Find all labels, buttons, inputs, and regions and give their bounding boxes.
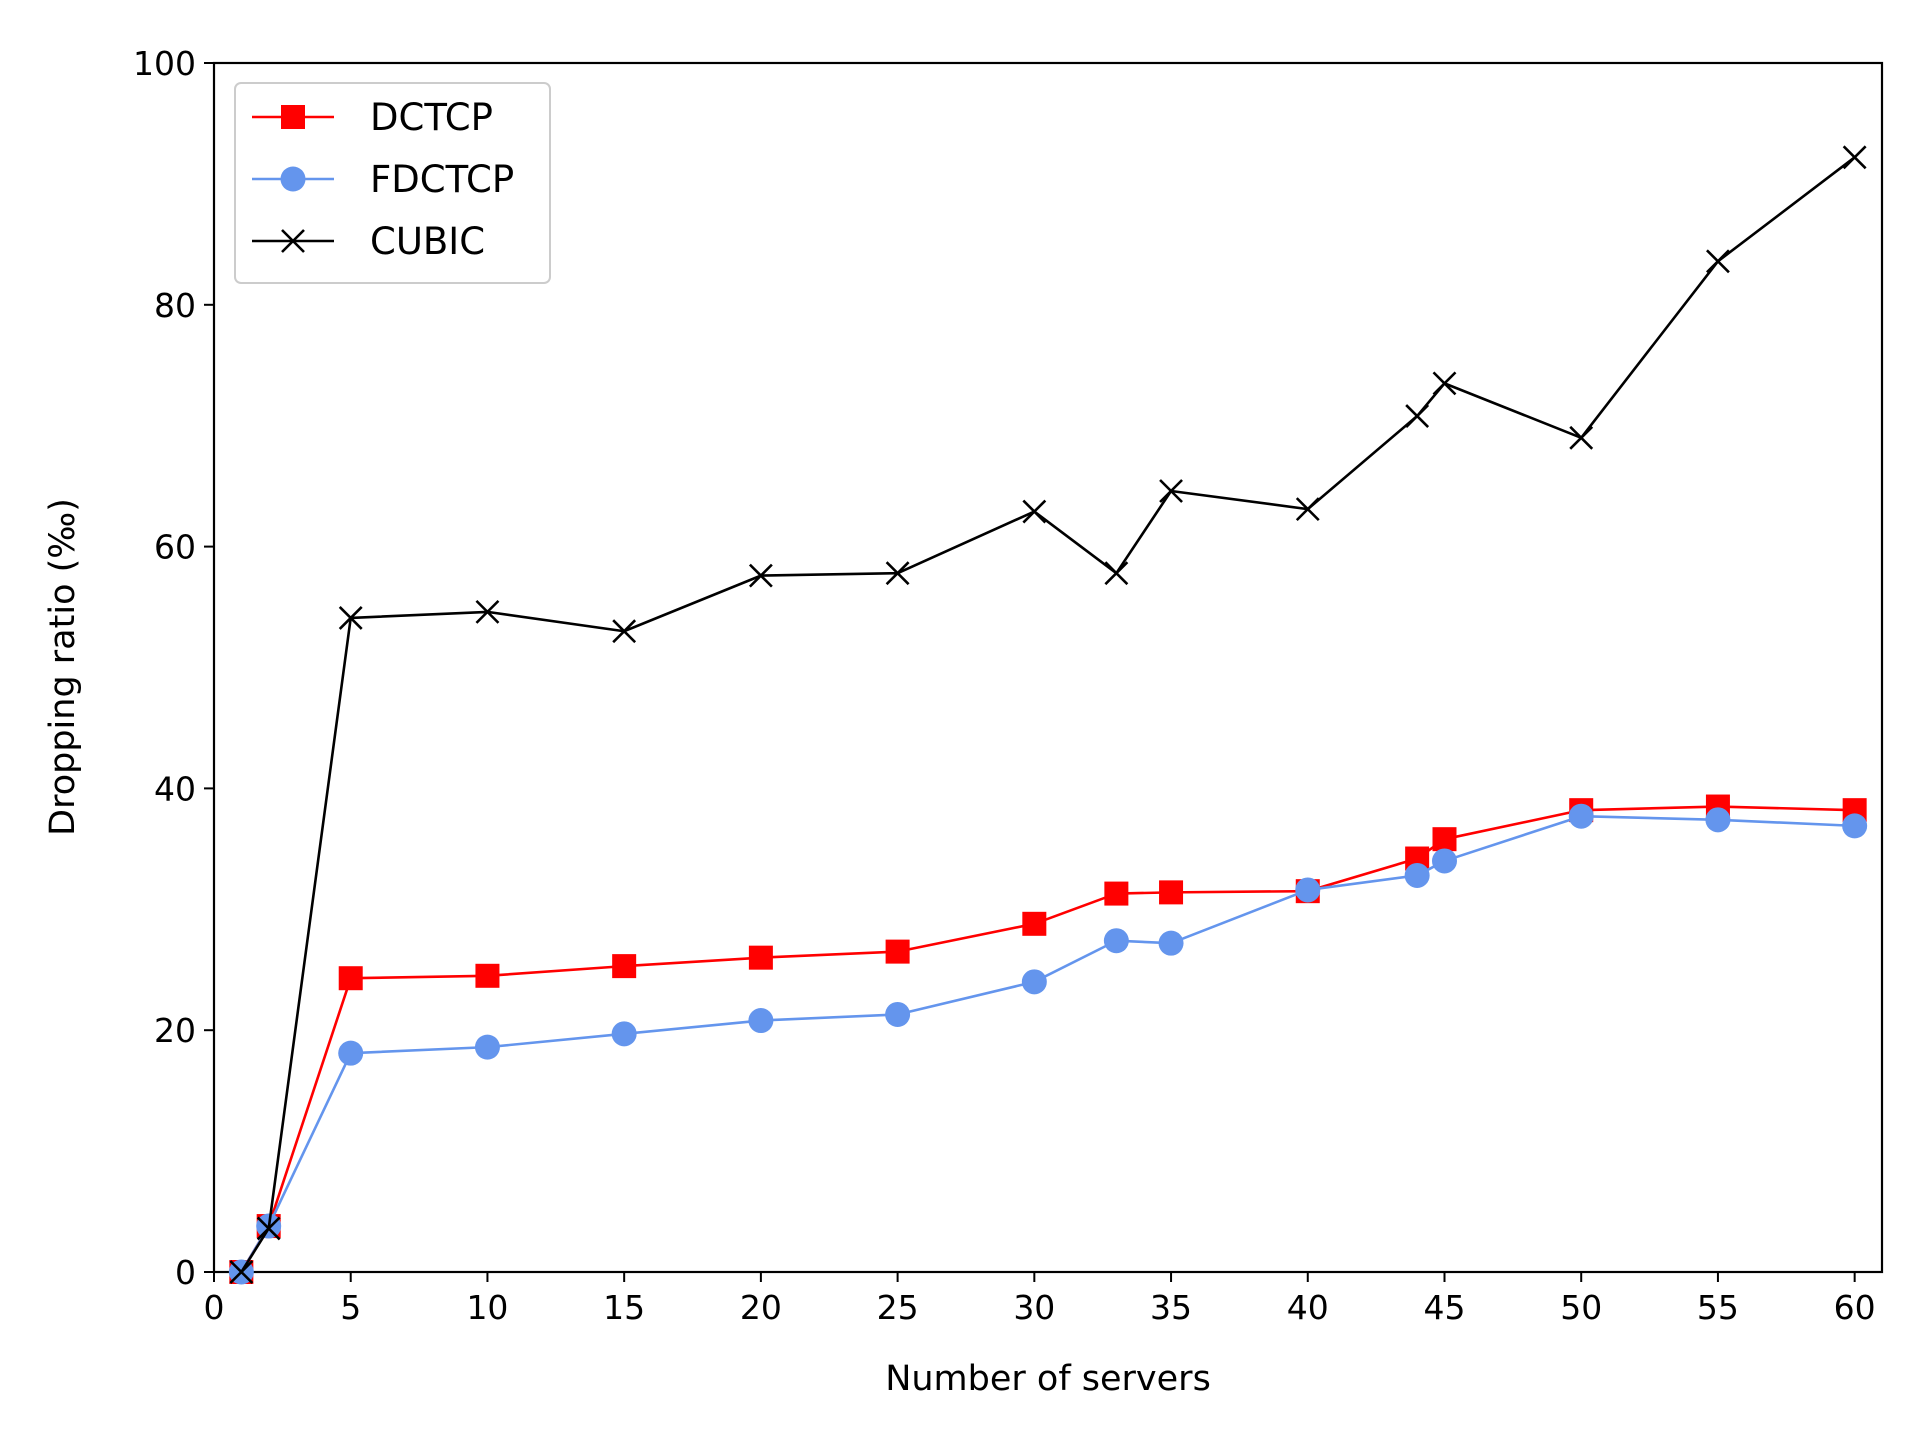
data-point-dctcp	[338, 966, 363, 991]
x-axis-label: Number of servers	[885, 1359, 1211, 1399]
x-tick-label: 10	[466, 1288, 508, 1327]
data-point-fdctcp	[1568, 803, 1594, 829]
series-cubic	[229, 145, 1867, 1284]
x-tick-label: 45	[1423, 1288, 1465, 1327]
legend-label: DCTCP	[370, 96, 493, 139]
data-point-dctcp	[475, 963, 500, 988]
y-axis-ticks: 0 20 40 60 80 100	[133, 44, 214, 1292]
data-point-cubic	[1159, 479, 1183, 503]
x-axis-ticks: 0 5 10 15 20 25 30 35 40 45 50 55 60	[204, 1272, 1876, 1327]
data-point-fdctcp	[611, 1021, 637, 1047]
legend-marker	[281, 105, 305, 129]
data-point-fdctcp	[1021, 969, 1047, 995]
x-tick-label: 15	[603, 1288, 645, 1327]
series-line-fdctcp	[240, 814, 1855, 1273]
data-point-fdctcp	[1404, 862, 1430, 888]
legend-entry-fdctcp: FDCTCP	[252, 158, 514, 201]
x-tick-label: 0	[204, 1288, 225, 1327]
plot-frame	[212, 61, 1884, 1274]
data-point-cubic	[1432, 371, 1457, 396]
data-point-cubic	[885, 561, 910, 586]
legend-marker	[281, 229, 305, 253]
data-point-dctcp	[1432, 827, 1457, 852]
y-tick-label: 20	[154, 1011, 196, 1050]
data-point-cubic	[1104, 561, 1129, 586]
data-point-dctcp	[885, 939, 910, 964]
y-tick-label: 80	[154, 286, 196, 325]
data-point-fdctcp	[1158, 930, 1184, 956]
series-fdctcp	[228, 803, 1868, 1285]
x-tick-label: 5	[340, 1288, 361, 1327]
data-point-cubic	[1405, 404, 1430, 428]
data-point-cubic	[1295, 497, 1320, 522]
data-point-fdctcp	[338, 1040, 364, 1066]
y-tick-label: 100	[133, 44, 196, 83]
data-point-dctcp	[748, 945, 773, 970]
x-tick-label: 35	[1150, 1288, 1192, 1327]
series-line-cubic	[240, 156, 1856, 1273]
legend-label: FDCTCP	[370, 158, 514, 201]
data-point-fdctcp	[1431, 848, 1457, 874]
data-point-cubic	[748, 563, 773, 588]
data-point-cubic	[1842, 145, 1867, 170]
x-tick-label: 55	[1697, 1288, 1739, 1327]
data-point-fdctcp	[1295, 877, 1321, 903]
x-tick-label: 25	[877, 1288, 919, 1327]
y-tick-label: 40	[154, 769, 196, 808]
x-tick-label: 20	[740, 1288, 782, 1327]
data-point-fdctcp	[1103, 928, 1129, 954]
legend-entry-cubic: CUBIC	[252, 220, 485, 263]
data-point-dctcp	[1104, 881, 1129, 906]
data-point-cubic	[475, 599, 500, 624]
y-tick-label: 60	[154, 528, 196, 567]
data-point-cubic	[338, 606, 363, 630]
data-point-fdctcp	[474, 1034, 500, 1060]
data-point-fdctcp	[748, 1008, 774, 1034]
data-point-fdctcp	[1705, 807, 1731, 833]
x-tick-label: 60	[1834, 1288, 1876, 1327]
series-line-dctcp	[240, 805, 1855, 1273]
legend-entry-dctcp: DCTCP	[252, 96, 493, 139]
data-point-cubic	[256, 1216, 281, 1241]
legend: DCTCP FDCTCP CUBIC	[234, 82, 551, 284]
legend-box	[234, 82, 551, 284]
legend-label: CUBIC	[370, 220, 485, 263]
data-point-fdctcp	[1842, 813, 1868, 839]
y-axis-label: Dropping ratio (‰)	[43, 498, 83, 836]
data-point-dctcp	[612, 954, 637, 979]
series-dctcp	[229, 794, 1867, 1284]
x-tick-label: 50	[1560, 1288, 1602, 1327]
series-layer	[228, 145, 1868, 1285]
data-point-dctcp	[1159, 880, 1184, 905]
data-point-cubic	[229, 1260, 254, 1284]
x-tick-label: 30	[1013, 1288, 1055, 1327]
data-point-dctcp	[1022, 911, 1047, 936]
data-point-cubic	[1022, 499, 1047, 524]
data-point-cubic	[1569, 425, 1594, 450]
data-point-cubic	[612, 619, 637, 644]
y-tick-label: 0	[175, 1253, 196, 1292]
x-tick-label: 40	[1287, 1288, 1329, 1327]
legend-marker	[280, 166, 306, 192]
data-point-cubic	[1706, 249, 1730, 274]
data-point-fdctcp	[885, 1001, 911, 1027]
